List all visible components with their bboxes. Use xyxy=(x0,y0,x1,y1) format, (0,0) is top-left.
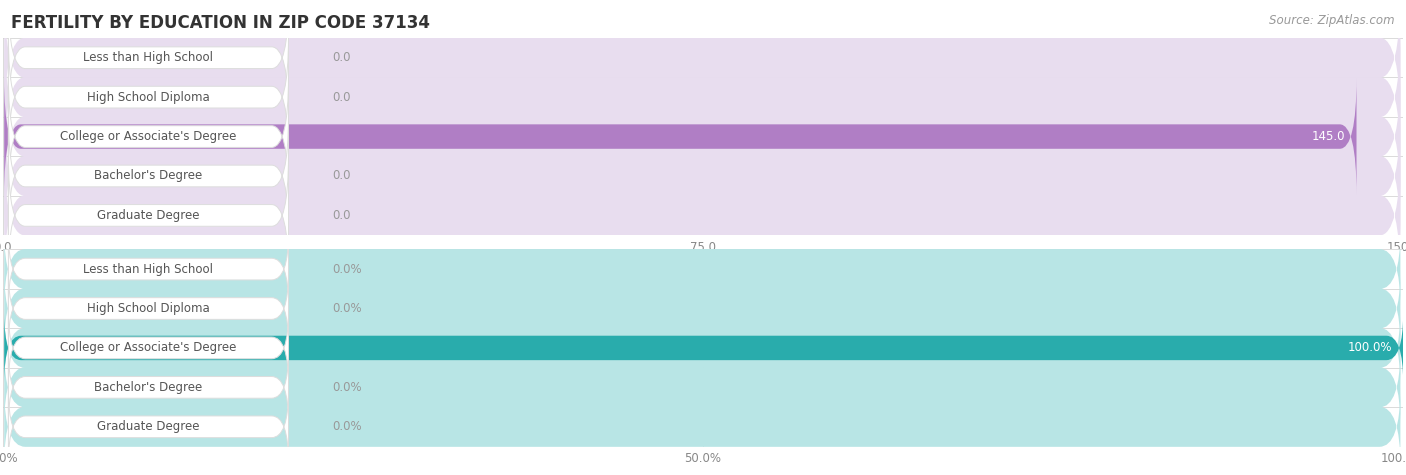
FancyBboxPatch shape xyxy=(4,313,1403,383)
Text: High School Diploma: High School Diploma xyxy=(87,91,209,104)
Text: Less than High School: Less than High School xyxy=(83,263,214,275)
Text: Bachelor's Degree: Bachelor's Degree xyxy=(94,170,202,182)
Text: Less than High School: Less than High School xyxy=(83,51,214,64)
Text: 0.0%: 0.0% xyxy=(332,381,361,394)
Text: FERTILITY BY EDUCATION IN ZIP CODE 37134: FERTILITY BY EDUCATION IN ZIP CODE 37134 xyxy=(11,14,430,32)
Text: College or Associate's Degree: College or Associate's Degree xyxy=(60,342,236,354)
FancyBboxPatch shape xyxy=(8,312,288,384)
FancyBboxPatch shape xyxy=(4,348,1400,427)
FancyBboxPatch shape xyxy=(4,309,1400,387)
FancyBboxPatch shape xyxy=(8,116,288,236)
FancyBboxPatch shape xyxy=(8,233,288,305)
FancyBboxPatch shape xyxy=(4,230,1400,308)
FancyBboxPatch shape xyxy=(8,351,288,424)
Text: 0.0: 0.0 xyxy=(332,91,350,104)
Text: 100.0%: 100.0% xyxy=(1347,342,1392,354)
Text: High School Diploma: High School Diploma xyxy=(87,302,209,315)
FancyBboxPatch shape xyxy=(4,68,1400,205)
Text: Source: ZipAtlas.com: Source: ZipAtlas.com xyxy=(1270,14,1395,27)
FancyBboxPatch shape xyxy=(4,78,1357,195)
FancyBboxPatch shape xyxy=(4,388,1400,466)
Text: Graduate Degree: Graduate Degree xyxy=(97,209,200,222)
FancyBboxPatch shape xyxy=(8,390,288,463)
Text: 145.0: 145.0 xyxy=(1312,130,1346,143)
Text: 0.0%: 0.0% xyxy=(332,420,361,433)
Text: Bachelor's Degree: Bachelor's Degree xyxy=(94,381,202,394)
FancyBboxPatch shape xyxy=(8,0,288,118)
FancyBboxPatch shape xyxy=(4,147,1400,284)
FancyBboxPatch shape xyxy=(8,37,288,157)
Text: Graduate Degree: Graduate Degree xyxy=(97,420,200,433)
Text: 0.0%: 0.0% xyxy=(332,263,361,275)
Text: 0.0%: 0.0% xyxy=(332,302,361,315)
Text: 0.0: 0.0 xyxy=(332,170,350,182)
Text: 0.0: 0.0 xyxy=(332,209,350,222)
Text: 0.0: 0.0 xyxy=(332,51,350,64)
FancyBboxPatch shape xyxy=(8,76,288,197)
Text: College or Associate's Degree: College or Associate's Degree xyxy=(60,130,236,143)
FancyBboxPatch shape xyxy=(4,107,1400,245)
FancyBboxPatch shape xyxy=(4,28,1400,166)
FancyBboxPatch shape xyxy=(8,272,288,345)
FancyBboxPatch shape xyxy=(8,155,288,276)
FancyBboxPatch shape xyxy=(4,269,1400,348)
FancyBboxPatch shape xyxy=(4,0,1400,126)
